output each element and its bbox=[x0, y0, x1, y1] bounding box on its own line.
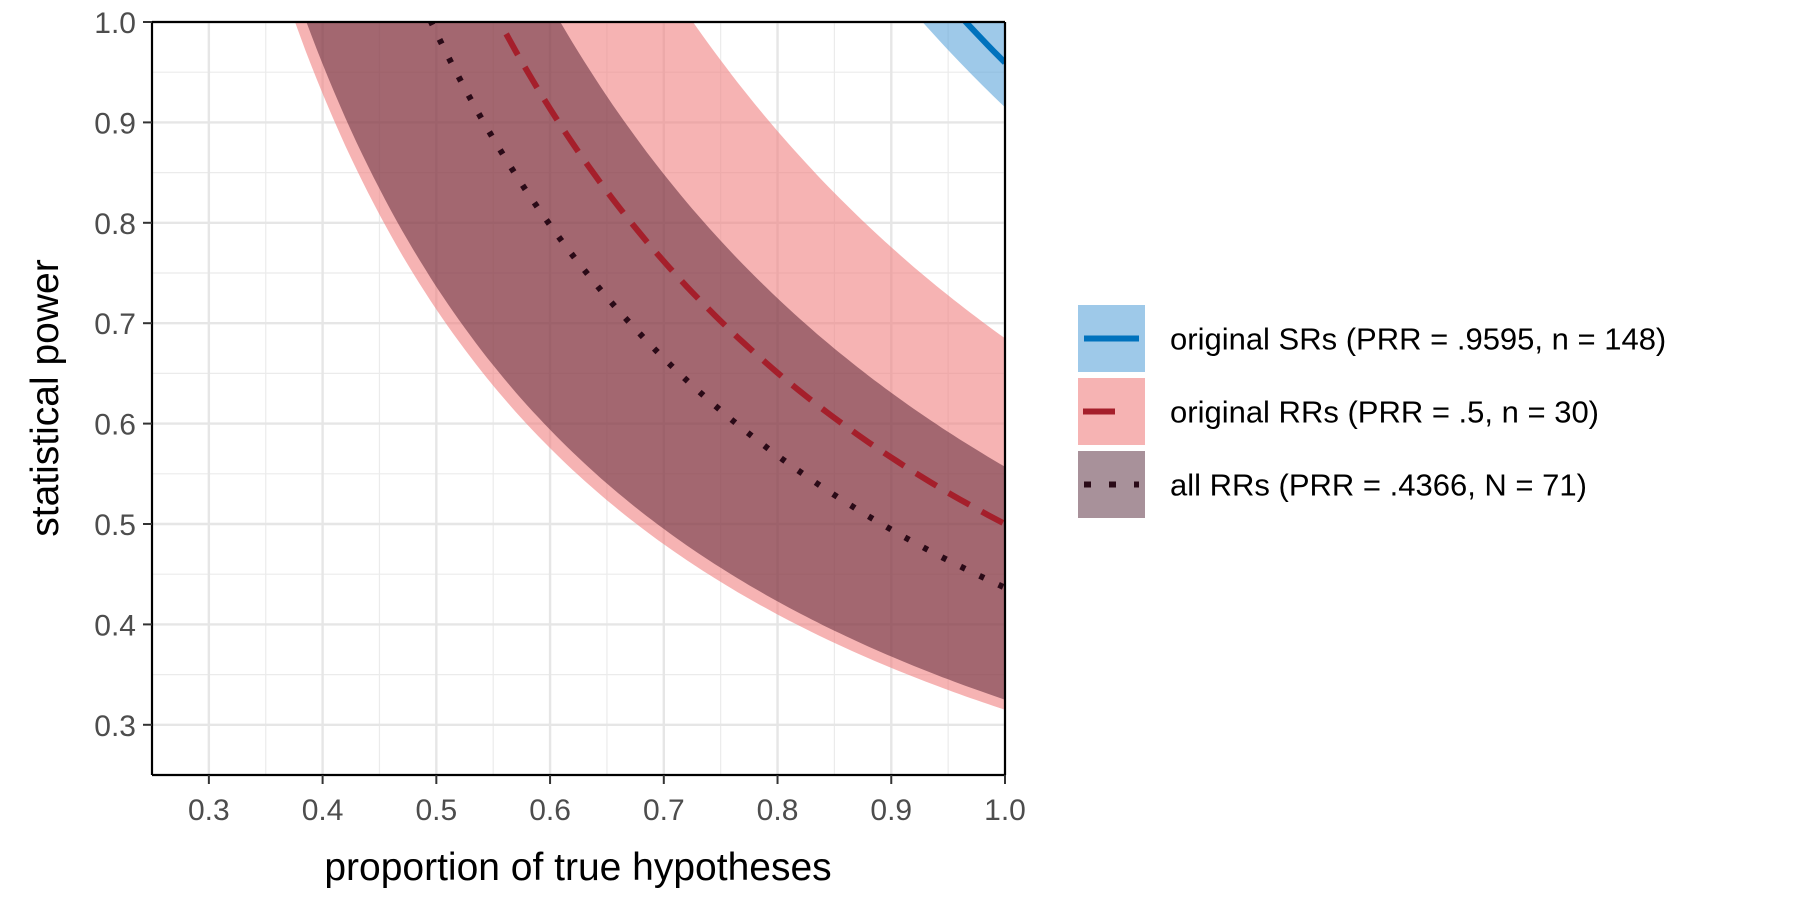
legend-item: all RRs (PRR = .4366, N = 71) bbox=[1078, 451, 1587, 518]
y-tick-label: 0.3 bbox=[94, 710, 136, 743]
x-tick-label: 0.4 bbox=[302, 794, 344, 827]
y-axis-title: statistical power bbox=[24, 259, 67, 536]
y-tick-label: 0.6 bbox=[94, 409, 136, 442]
legend-label: all RRs (PRR = .4366, N = 71) bbox=[1170, 468, 1587, 503]
series-lines bbox=[427, 22, 1005, 591]
x-tick-label: 0.6 bbox=[529, 794, 571, 827]
y-tick-label: 1.0 bbox=[94, 7, 136, 40]
y-tick-label: 0.4 bbox=[94, 609, 136, 642]
x-tick-label: 0.3 bbox=[188, 794, 230, 827]
x-tick-label: 0.5 bbox=[415, 794, 457, 827]
legend-label: original SRs (PRR = .9595, n = 148) bbox=[1170, 322, 1666, 357]
confidence-band bbox=[295, 22, 1005, 710]
ticks: 0.3 0.4 0.5 0.6 0.7 0.8 0.9 1.0 0.3 0.4 0.5 0.6 0.7 0… bbox=[94, 7, 1026, 827]
y-tick-label: 0.7 bbox=[94, 308, 136, 341]
x-tick-label: 1.0 bbox=[984, 794, 1026, 827]
x-axis-title: proportion of true hypotheses bbox=[324, 846, 831, 889]
confidence-band bbox=[306, 22, 1005, 700]
x-tick-label: 0.7 bbox=[643, 794, 685, 827]
confidence-bands bbox=[295, 22, 1005, 710]
legend-item: original RRs (PRR = .5, n = 30) bbox=[1078, 378, 1599, 445]
legend-label: original RRs (PRR = .5, n = 30) bbox=[1170, 395, 1599, 430]
y-tick-label: 0.8 bbox=[94, 208, 136, 241]
x-tick-label: 0.8 bbox=[757, 794, 799, 827]
y-tick-label: 0.5 bbox=[94, 509, 136, 542]
x-tick-label: 0.9 bbox=[870, 794, 912, 827]
legend: original SRs (PRR = .9595, n = 148) origi… bbox=[1078, 305, 1666, 518]
y-tick-label: 0.9 bbox=[94, 107, 136, 140]
series-line bbox=[496, 22, 1005, 527]
legend-item: original SRs (PRR = .9595, n = 148) bbox=[1078, 305, 1666, 372]
axes bbox=[150, 20, 1007, 777]
